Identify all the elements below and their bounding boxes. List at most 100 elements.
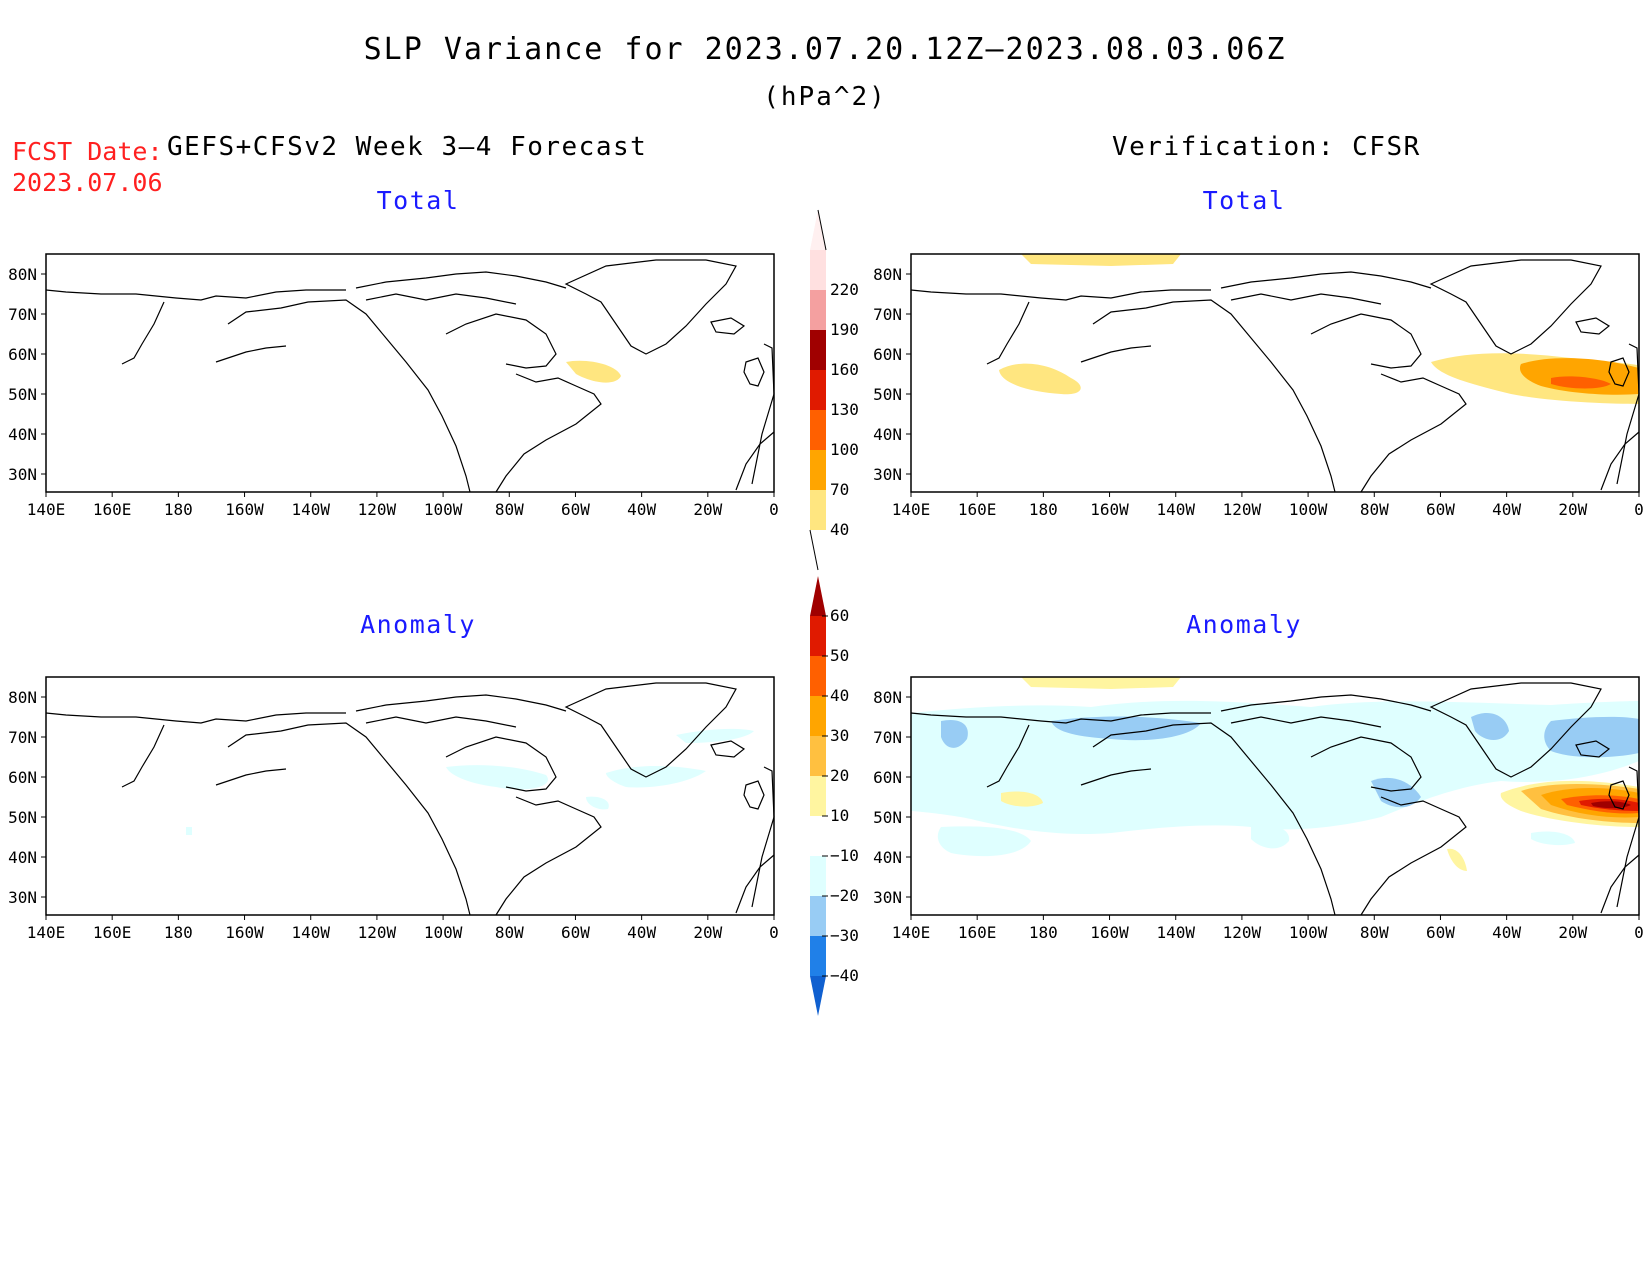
coastline-12	[1616, 766, 1640, 908]
lon-tick-label: 160W	[1090, 923, 1129, 942]
contour-region-17	[1591, 801, 1631, 809]
colorbar-tick-label: 10	[830, 806, 849, 825]
lat-tick-label: 50N	[873, 385, 902, 404]
forecast-header: GEFS+CFSv2 Week 3–4 Forecast	[167, 132, 648, 162]
coastline-7	[445, 736, 557, 792]
map-frame	[45, 253, 775, 493]
lat-tick-label: 80N	[8, 688, 37, 707]
coastline-13	[735, 431, 775, 491]
contour-region-8	[1544, 716, 1639, 758]
colorbar-tick-label: 100	[830, 440, 859, 459]
contour-region-3	[937, 826, 1031, 857]
coastline-2	[121, 724, 165, 788]
contour-region-6	[941, 719, 968, 748]
lon-tick-label: 20W	[693, 500, 722, 519]
contour-region-1	[1021, 254, 1181, 266]
lat-tick-label: 80N	[873, 688, 902, 707]
coastline-6	[1230, 293, 1382, 305]
colorbar-tick-label: −40	[830, 966, 859, 985]
lat-tick-label: 40N	[8, 425, 37, 444]
lon-tick-label: 160E	[93, 500, 132, 519]
lat-tick-label: 60N	[8, 768, 37, 787]
colorbar-tick-label: −30	[830, 926, 859, 945]
coastline-13	[1600, 431, 1640, 491]
panel-title-verification-total: Total	[1202, 186, 1286, 215]
lon-tick-label: 140W	[291, 923, 330, 942]
coastline-3	[227, 722, 471, 916]
lon-tick-label: 180	[164, 923, 193, 942]
units-label: (hPa^2)	[763, 82, 887, 112]
lat-tick-label: 60N	[873, 768, 902, 787]
lon-tick-label: 140E	[27, 500, 66, 519]
lat-tick-label: 30N	[873, 465, 902, 484]
lat-tick-label: 60N	[8, 345, 37, 364]
lon-tick-label: 120W	[1223, 923, 1262, 942]
colorbar-tick-label: −10	[830, 846, 859, 865]
map-frame	[910, 253, 1640, 493]
lon-tick-label: 160W	[225, 500, 264, 519]
map-frame	[910, 676, 1640, 916]
colorbar-band	[810, 736, 826, 776]
lat-tick-label: 50N	[8, 385, 37, 404]
coastline-2	[986, 301, 1030, 365]
lon-tick-label: 80W	[495, 500, 524, 519]
lon-tick-label: 140W	[1156, 500, 1195, 519]
coastline-2	[986, 724, 1030, 788]
lon-tick-label: 180	[1029, 500, 1058, 519]
colorbar-tick-label: 20	[830, 766, 849, 785]
lat-tick-label: 70N	[873, 305, 902, 324]
contour-region-5	[186, 827, 192, 835]
contour-region-11	[1447, 848, 1467, 871]
lon-tick-label: 60W	[561, 923, 590, 942]
colorbar-band	[810, 370, 826, 410]
lon-tick-label: 140E	[892, 500, 931, 519]
colorbar-tick-label: 40	[830, 520, 849, 539]
coastline-7	[1310, 736, 1422, 792]
colorbar-top-cap	[810, 576, 826, 616]
lon-tick-label: 100W	[424, 500, 463, 519]
coastline-3	[227, 299, 471, 493]
coastline-6	[365, 293, 517, 305]
coastline-5	[355, 271, 567, 289]
colorbar-tick-label: 70	[830, 480, 849, 499]
coastline-5	[355, 694, 567, 712]
colorbar-tick-label: 40	[830, 686, 849, 705]
contour-region-4	[1251, 825, 1290, 849]
lon-tick-label: 20W	[1558, 500, 1587, 519]
contour-region-1	[1021, 677, 1181, 689]
colorbar-top-cap	[810, 210, 826, 250]
coastline-10	[710, 740, 746, 758]
map-frame	[45, 676, 775, 916]
lat-tick-label: 80N	[873, 265, 902, 284]
contour-region-1	[566, 360, 621, 383]
colorbar-band	[810, 656, 826, 696]
coastline-4	[215, 768, 287, 786]
lon-tick-label: 160E	[958, 500, 997, 519]
colorbar-tick-label: 220	[830, 280, 859, 299]
lon-tick-label: 120W	[358, 923, 397, 942]
coastline-9	[1429, 682, 1602, 778]
coastline-12	[751, 343, 775, 485]
coastline-13	[1600, 854, 1640, 914]
colorbar-bottom-cap	[809, 529, 819, 571]
lon-tick-label: 160W	[1090, 500, 1129, 519]
page-title: SLP Variance for 2023.07.20.12Z–2023.08.…	[363, 32, 1287, 67]
contour-region-4	[1519, 358, 1639, 395]
lat-tick-label: 70N	[8, 305, 37, 324]
coastline-12	[751, 766, 775, 908]
coastline-4	[1080, 345, 1152, 363]
lon-tick-label: 140E	[892, 923, 931, 942]
coastline-5	[1220, 694, 1432, 712]
verification-anomaly-map: 140E 160E 180 160W 140W 120W 100W 80W 60W 40W 20W 0…	[873, 676, 1644, 942]
colorbar-band	[810, 410, 826, 450]
forecast-anomaly-map: 140E 160E 180 160W 140W 120W 100W 80W 60W 40W 20W 0…	[8, 676, 779, 942]
coastline-7	[445, 313, 557, 369]
lon-tick-label: 60W	[1426, 923, 1455, 942]
contour-region-18	[1531, 831, 1575, 846]
coastline-13	[735, 854, 775, 914]
lat-tick-label: 70N	[873, 728, 902, 747]
contour-region-10	[1001, 791, 1043, 807]
lon-tick-label: 160W	[225, 923, 264, 942]
lon-tick-label: 0	[769, 923, 779, 942]
lon-tick-label: 120W	[1223, 500, 1262, 519]
